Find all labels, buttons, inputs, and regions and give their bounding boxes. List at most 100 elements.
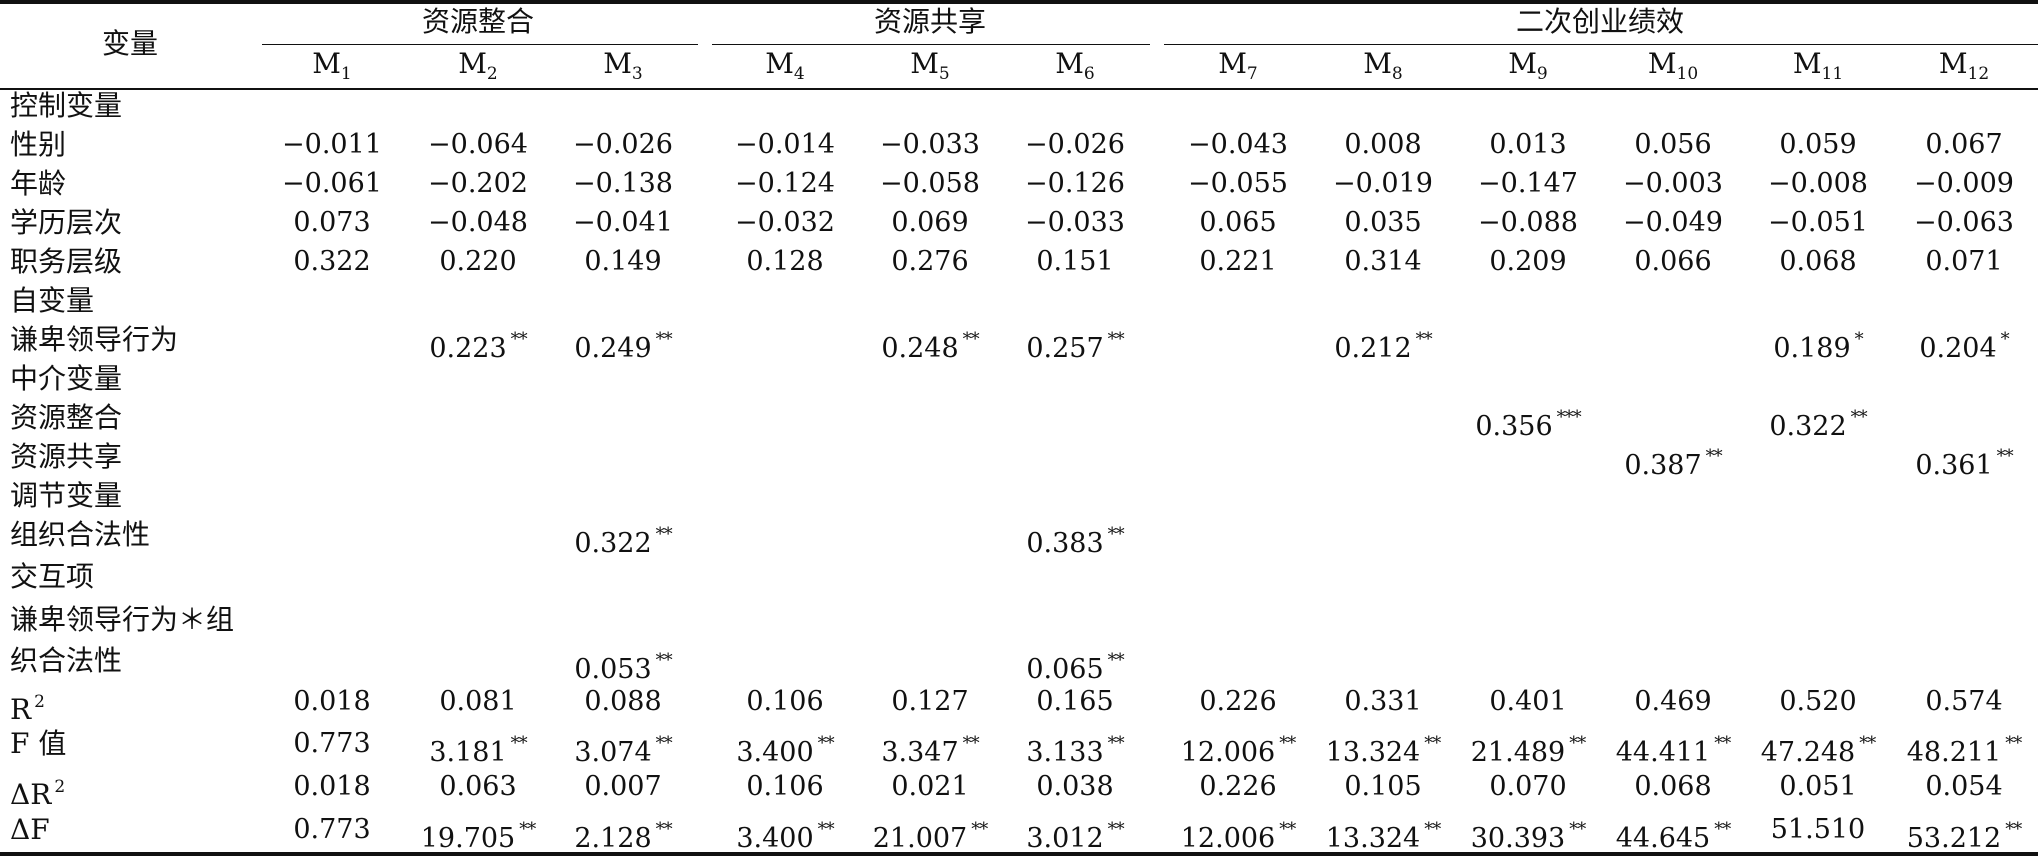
significance-marker: ** [510, 329, 528, 350]
table-cell: −0.032 [735, 207, 835, 238]
group-header-performance: 二次创业绩效 [1515, 5, 1685, 38]
model-header-m8: M8 [1363, 47, 1403, 85]
significance-marker: ** [510, 733, 528, 754]
table-cell: 0.105 [1344, 771, 1422, 802]
table-cell: 0.361 ** [1915, 446, 2013, 481]
table-cell: −0.026 [573, 129, 673, 160]
table-cell: 0.106 [746, 686, 824, 717]
model-header-m2: M2 [458, 47, 498, 85]
row-label: 年龄 [10, 167, 67, 200]
table-cell: 3.074 ** [574, 733, 673, 768]
row-label: 学历层次 [10, 206, 123, 239]
section-label: 中介变量 [10, 362, 123, 395]
table-cell: 0.106 [746, 771, 824, 802]
significance-marker: ** [519, 819, 536, 840]
table-cell: −0.033 [1025, 207, 1125, 238]
significance-marker: ** [655, 819, 673, 840]
significance-marker: ** [1107, 733, 1125, 754]
section-label: 交互项 [10, 560, 95, 593]
table-cell: −0.049 [1623, 207, 1723, 238]
section-label: 控制变量 [10, 89, 123, 122]
table-cell: 0.018 [293, 771, 371, 802]
table-cell: 0.063 [439, 771, 517, 802]
table-cell: 0.059 [1779, 129, 1857, 160]
table-cell: 0.066 [1634, 246, 1712, 277]
model-header-m12: M12 [1938, 47, 1990, 85]
table-cell: 0.069 [891, 207, 969, 238]
significance-marker: ** [1569, 819, 1586, 840]
table-cell: 0.383 ** [1026, 524, 1125, 559]
table-cell: 0.248 ** [881, 329, 979, 364]
model-header-m11: M11 [1792, 47, 1844, 85]
table-cell: 2.128 ** [574, 819, 673, 854]
significance-marker: ** [1107, 524, 1125, 545]
significance-marker: ** [1107, 329, 1125, 350]
table-cell: 21.489 ** [1470, 733, 1586, 768]
table-cell: 0.151 [1036, 246, 1114, 277]
table-cell: −0.026 [1025, 129, 1125, 160]
table-cell: 0.051 [1779, 771, 1857, 802]
table-cell: −0.009 [1914, 168, 2014, 199]
significance-marker: ** [655, 733, 673, 754]
significance-marker: ** [1569, 733, 1586, 754]
table-cell: 30.393 ** [1470, 819, 1586, 854]
model-header-m3: M3 [603, 47, 643, 85]
table-cell: −0.051 [1768, 207, 1868, 238]
significance-marker: * [2000, 329, 2010, 350]
table-cell: 12.006 ** [1180, 733, 1296, 768]
table-cell: 3.181 ** [429, 733, 528, 768]
table-cell: −0.058 [880, 168, 980, 199]
significance-marker: ** [1415, 329, 1433, 350]
model-header-m4: M4 [765, 47, 805, 85]
table-cell: −0.202 [428, 168, 528, 199]
table-cell: 0.220 [439, 246, 517, 277]
row-label: 谦卑领导行为 [10, 323, 179, 356]
table-cell: 0.007 [584, 771, 662, 802]
model-header-m6: M6 [1055, 47, 1095, 85]
table-cell: −0.011 [282, 129, 382, 160]
table-cell: −0.043 [1188, 129, 1288, 160]
table-cell: 0.068 [1634, 771, 1712, 802]
significance-marker: ** [962, 733, 980, 754]
table-cell: −0.033 [880, 129, 980, 160]
table-cell: −0.019 [1333, 168, 1433, 199]
significance-marker: * [1854, 329, 1864, 350]
table-cell: 0.209 [1489, 246, 1567, 277]
table-cell: −0.126 [1025, 168, 1125, 199]
table-cell: 0.073 [293, 207, 371, 238]
row-label: 职务层级 [10, 245, 123, 278]
table-cell: 0.018 [293, 686, 371, 717]
significance-marker: ** [655, 650, 673, 671]
table-cell: 0.071 [1925, 246, 2003, 277]
table-cell: −0.147 [1478, 168, 1578, 199]
table-cell: −0.063 [1914, 207, 2014, 238]
model-header-m7: M7 [1218, 47, 1258, 85]
significance-marker: ** [817, 819, 835, 840]
significance-marker: ** [1279, 819, 1296, 840]
table-cell: 3.400 ** [736, 733, 834, 768]
table-cell: 0.065 [1199, 207, 1277, 238]
row-label: F 值 [10, 727, 67, 760]
table-cell: 0.331 [1344, 686, 1422, 717]
table-cell: 3.400 ** [736, 819, 835, 854]
header-bottom-rule [0, 88, 2038, 90]
model-header-m1: M1 [312, 47, 352, 85]
table-cell: −0.055 [1188, 168, 1288, 199]
table-cell: 0.276 [891, 246, 969, 277]
table-cell: 0.469 [1634, 686, 1712, 717]
significance-marker: ** [1714, 819, 1731, 840]
table-cell: 0.401 [1489, 686, 1567, 717]
table-bottom-rule [0, 852, 2038, 856]
table-cell: 0.165 [1036, 686, 1114, 717]
table-cell: 0.574 [1925, 686, 2003, 717]
row-label: 资源共享 [10, 440, 123, 473]
table-cell: 0.056 [1634, 129, 1712, 160]
table-cell: 0.226 [1199, 771, 1277, 802]
table-cell: 12.006 ** [1180, 819, 1296, 854]
significance-marker: ** [1424, 819, 1441, 840]
table-cell: 51.510 [1770, 814, 1866, 845]
table-cell: 3.347 ** [881, 733, 980, 768]
table-cell: 0.249 ** [574, 329, 672, 364]
table-cell: 0.221 [1199, 246, 1277, 277]
